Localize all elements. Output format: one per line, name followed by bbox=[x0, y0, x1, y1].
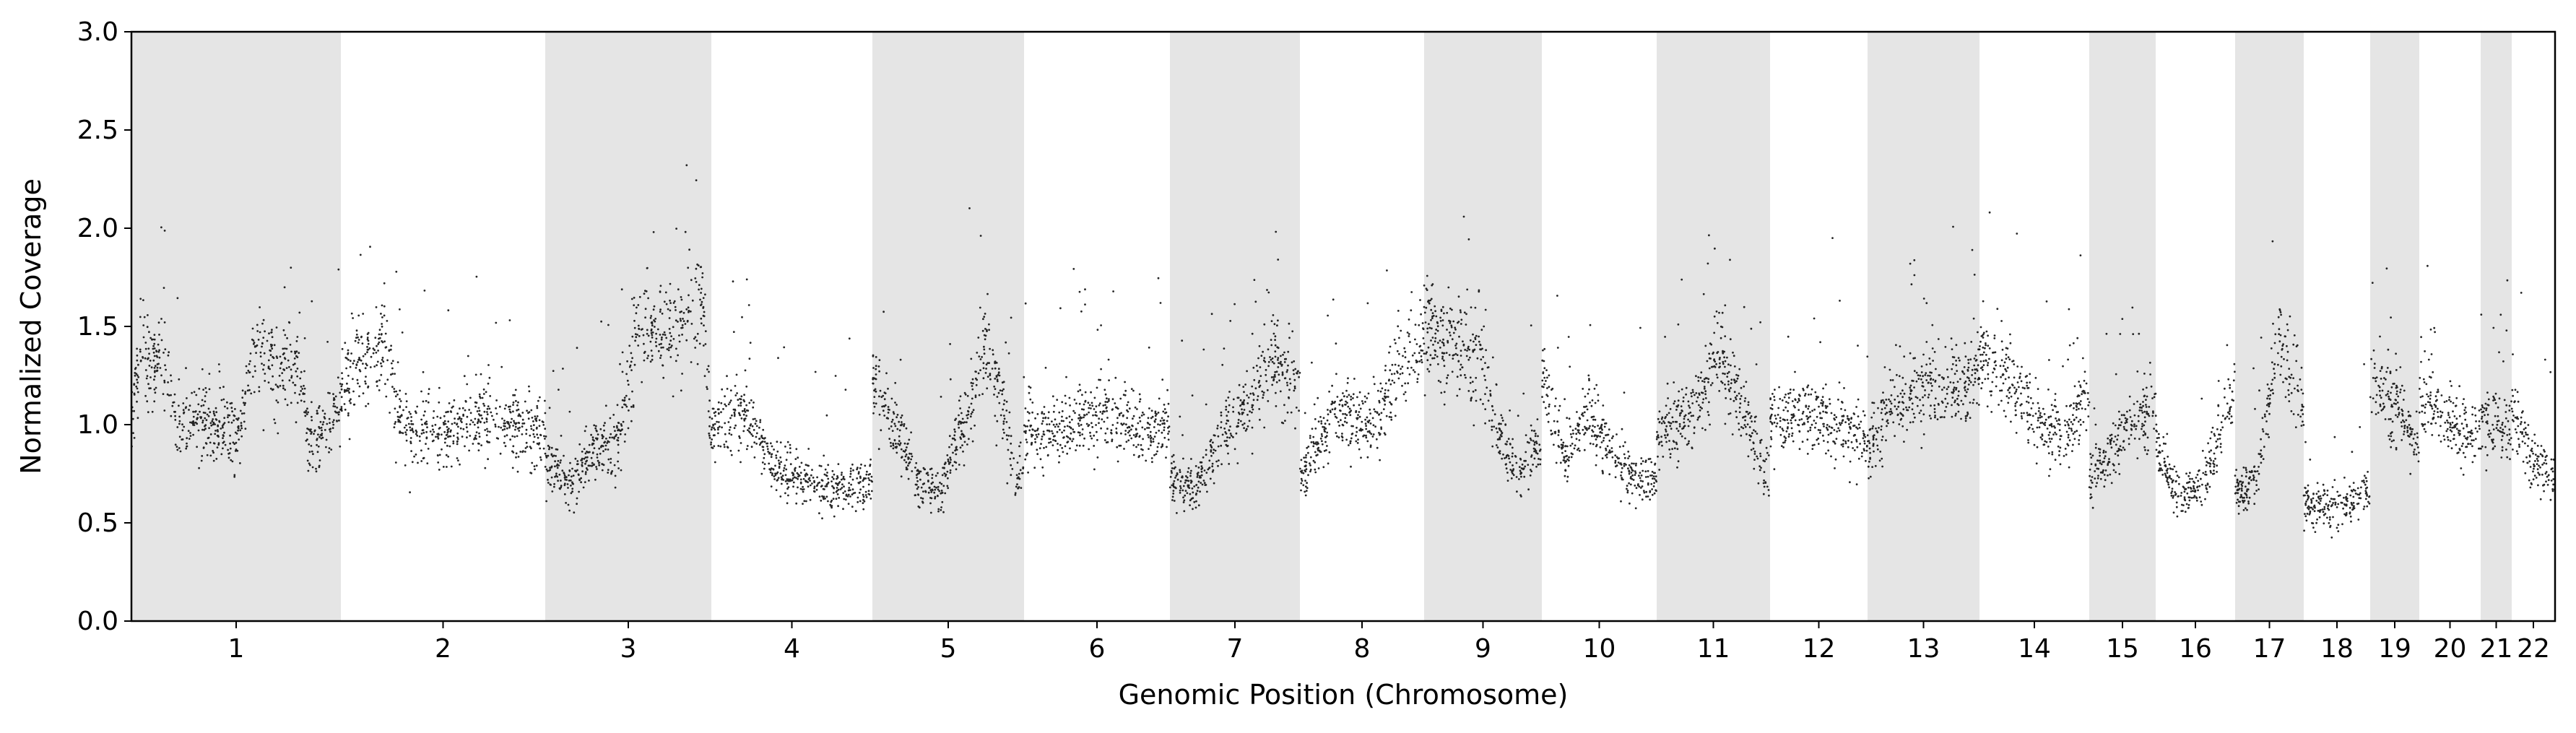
x-tick-label-5: 5 bbox=[940, 634, 957, 664]
x-tick-label-1: 1 bbox=[228, 634, 245, 664]
points-chr-21 bbox=[2480, 279, 2512, 472]
chromosome-band-21 bbox=[2481, 32, 2512, 621]
x-tick-label-4: 4 bbox=[784, 634, 800, 664]
x-tick-label-6: 6 bbox=[1089, 634, 1106, 664]
x-tick-label-16: 16 bbox=[2179, 634, 2212, 664]
chromosome-band-15 bbox=[2089, 32, 2156, 621]
x-tick-label-20: 20 bbox=[2434, 634, 2467, 664]
y-tick-label: 0.0 bbox=[77, 607, 118, 636]
x-tick-label-8: 8 bbox=[1354, 634, 1371, 664]
chromosome-band-11 bbox=[1657, 32, 1770, 621]
x-tick-label-21: 21 bbox=[2480, 634, 2513, 664]
points-chr-8 bbox=[1298, 269, 1426, 497]
x-tick-label-14: 14 bbox=[2018, 634, 2051, 664]
points-chr-2 bbox=[340, 246, 547, 494]
x-tick-label-18: 18 bbox=[2320, 634, 2354, 664]
x-tick-label-15: 15 bbox=[2106, 634, 2139, 664]
points-chr-16 bbox=[2154, 344, 2236, 518]
points-chr-19 bbox=[2369, 267, 2420, 475]
coverage-points bbox=[131, 164, 2556, 539]
chromosome-band-17 bbox=[2235, 32, 2304, 621]
y-tick-label: 1.0 bbox=[77, 410, 118, 440]
points-chr-6 bbox=[1023, 268, 1171, 477]
x-tick-label-13: 13 bbox=[1907, 634, 1940, 664]
chromosome-band-5 bbox=[872, 32, 1024, 621]
x-tick-label-2: 2 bbox=[435, 634, 451, 664]
points-chr-17 bbox=[2234, 240, 2305, 515]
x-tick-label-17: 17 bbox=[2253, 634, 2286, 664]
y-axis-label: Normalized Coverage bbox=[15, 178, 47, 474]
points-chr-10 bbox=[1541, 295, 1658, 510]
x-tick-label-3: 3 bbox=[620, 634, 637, 664]
points-chr-1 bbox=[131, 226, 342, 478]
points-chr-20 bbox=[2418, 264, 2481, 476]
y-tick-label: 2.5 bbox=[77, 116, 118, 145]
x-tick-label-10: 10 bbox=[1583, 634, 1616, 664]
points-chr-22 bbox=[2510, 291, 2556, 501]
chromosome-band-7 bbox=[1170, 32, 1300, 621]
points-chr-9 bbox=[1423, 215, 1542, 498]
x-tick-label-22: 22 bbox=[2517, 634, 2550, 664]
y-tick-label: 1.5 bbox=[77, 312, 118, 342]
x-tick-label-12: 12 bbox=[1803, 634, 1836, 664]
points-chr-14 bbox=[1978, 211, 2091, 477]
y-tick-label: 0.5 bbox=[77, 508, 118, 538]
y-axis: 0.0 0.5 1.0 1.5 2.0 2.5 3.0 bbox=[77, 17, 131, 636]
x-tick-label-7: 7 bbox=[1227, 634, 1244, 664]
x-tick-label-11: 11 bbox=[1697, 634, 1730, 664]
points-chr-3 bbox=[544, 164, 713, 514]
points-chr-18 bbox=[2302, 363, 2371, 539]
points-chr-4 bbox=[710, 278, 873, 520]
chromosome-band-19 bbox=[2370, 32, 2419, 621]
plot-frame bbox=[130, 30, 2557, 623]
x-axis: 1 2 3 4 5 6 7 8 9 10 11 12 13 14 15 16 17 18 19 20 21 22 bbox=[228, 621, 2550, 664]
chromosome-band-3 bbox=[545, 32, 711, 621]
points-chr-12 bbox=[1769, 237, 1869, 486]
points-chr-7 bbox=[1168, 230, 1301, 514]
chromosome-band-13 bbox=[1868, 32, 1979, 621]
x-axis-label: Genomic Position (Chromosome) bbox=[1119, 679, 1569, 711]
x-tick-label-9: 9 bbox=[1475, 634, 1491, 664]
x-tick-label-19: 19 bbox=[2378, 634, 2411, 664]
y-tick-label: 2.0 bbox=[77, 214, 118, 243]
points-chr-13 bbox=[1866, 225, 1980, 480]
y-tick-label: 3.0 bbox=[77, 17, 118, 47]
chromosome-band-1 bbox=[131, 32, 341, 621]
chromosome-bands bbox=[131, 32, 2512, 621]
